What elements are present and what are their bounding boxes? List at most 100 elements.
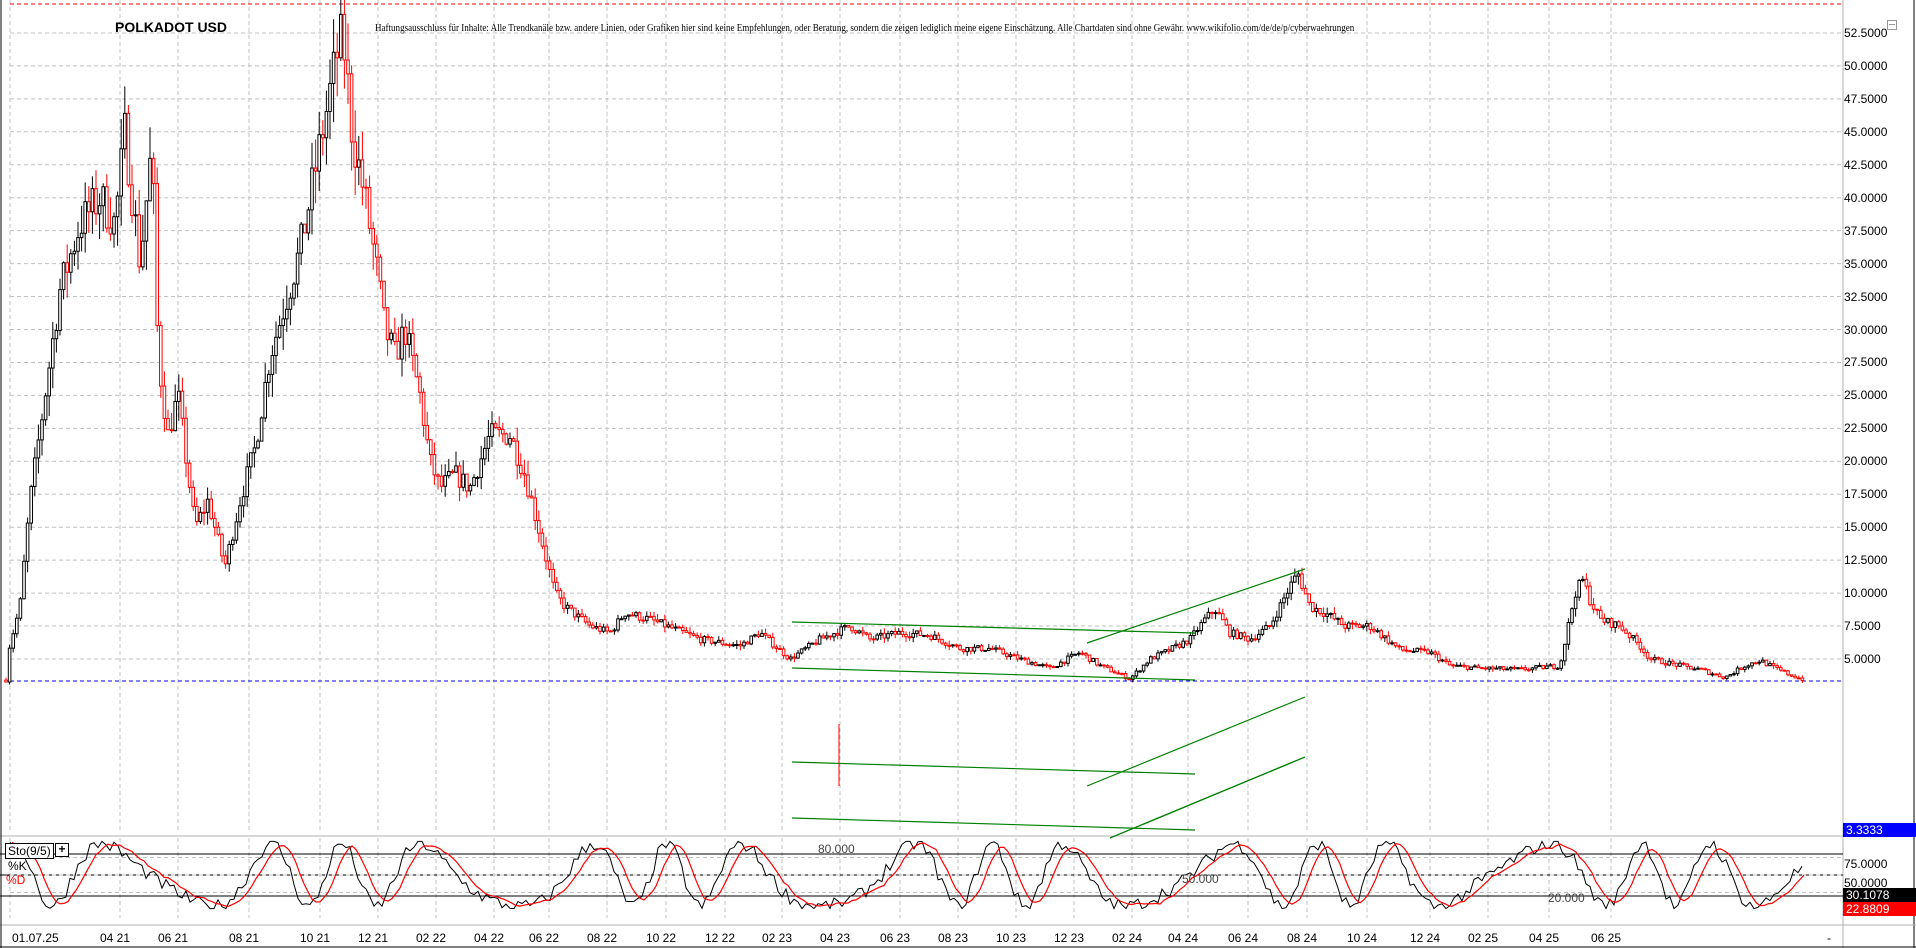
collapse-panel-button[interactable] xyxy=(1887,20,1897,30)
candle-body xyxy=(1023,657,1027,660)
candle-body xyxy=(1145,662,1150,666)
candle-body xyxy=(191,486,195,507)
candle-body xyxy=(1033,662,1038,667)
candle-body xyxy=(1476,665,1481,669)
candle-body xyxy=(1253,638,1258,641)
candle-body xyxy=(1555,667,1560,670)
candle-body xyxy=(216,526,221,535)
candle-body xyxy=(742,641,746,647)
candle-body xyxy=(519,464,523,474)
candle-body xyxy=(241,496,246,507)
candle-body xyxy=(137,214,141,268)
candle-body xyxy=(1494,667,1499,670)
candle-body xyxy=(922,634,926,637)
candle-body xyxy=(814,642,818,645)
candle-body xyxy=(619,618,624,621)
price-axis-label: 42.5000 xyxy=(1844,157,1888,172)
candle-body xyxy=(1109,666,1114,673)
candle-body xyxy=(605,626,610,632)
candle-body xyxy=(342,13,347,61)
candle-body xyxy=(144,200,149,242)
candle-body xyxy=(1134,670,1139,677)
candle-body xyxy=(573,607,577,618)
candle-body xyxy=(205,498,210,513)
time-axis-label: - xyxy=(1827,931,1831,945)
candle-body xyxy=(1559,660,1564,669)
time-axis-label: 12 23 xyxy=(1054,931,1085,945)
candle-body xyxy=(1257,633,1261,640)
candle-body xyxy=(335,51,339,59)
candle-body xyxy=(684,630,689,633)
add-indicator-button[interactable]: + xyxy=(55,843,69,857)
candle-body xyxy=(1264,625,1268,630)
candle-body xyxy=(130,184,134,217)
stochastic-k-line xyxy=(9,840,1803,910)
chart-title: POLKADOT USD xyxy=(115,19,227,35)
candle-body xyxy=(688,631,692,635)
candle-body xyxy=(1156,652,1160,660)
candle-body xyxy=(112,216,116,235)
d-legend: %D xyxy=(6,873,26,887)
candle-body xyxy=(1699,667,1704,670)
candle-body xyxy=(591,624,595,629)
candle-body xyxy=(483,447,487,460)
candle-body xyxy=(1001,648,1006,655)
candle-body xyxy=(346,59,350,75)
candle-body xyxy=(281,318,285,327)
candle-body xyxy=(61,262,66,291)
candle-body xyxy=(159,325,163,387)
candle-body xyxy=(767,634,772,639)
candle-body xyxy=(724,643,728,646)
candle-body xyxy=(565,604,570,609)
candle-body xyxy=(868,633,872,640)
candle-body xyxy=(738,643,743,647)
candle-body xyxy=(634,612,638,617)
candle-body xyxy=(1289,581,1294,594)
candle-body xyxy=(166,417,170,431)
candle-body xyxy=(22,560,26,600)
candle-body xyxy=(594,626,599,629)
price-axis-label: 7.5000 xyxy=(1844,619,1881,634)
candle-body xyxy=(1653,657,1657,661)
candle-body xyxy=(1426,649,1430,655)
stochastic-level-label: 50.000 xyxy=(1182,872,1219,886)
candle-body xyxy=(731,644,736,647)
candle-body xyxy=(151,157,156,185)
candle-body xyxy=(857,630,862,634)
candle-body xyxy=(1321,612,1326,617)
candle-body xyxy=(785,655,790,660)
candle-body xyxy=(1613,621,1618,628)
candle-body xyxy=(781,648,786,657)
candle-body xyxy=(990,647,995,650)
stochastic-indicator-label[interactable]: Sto(9/5) xyxy=(5,843,54,859)
candle-body xyxy=(598,626,602,632)
candle-body xyxy=(1005,653,1009,657)
time-axis-label: 10 23 xyxy=(996,931,1027,945)
candle-body xyxy=(1303,587,1308,595)
candle-body xyxy=(648,615,653,618)
candle-body xyxy=(1393,642,1398,647)
candle-body xyxy=(83,201,88,234)
candle-body xyxy=(1545,665,1549,670)
candle-body xyxy=(1591,604,1596,610)
candle-body xyxy=(803,647,808,650)
time-axis-label: 08 22 xyxy=(587,931,618,945)
candle-body xyxy=(1707,669,1711,675)
candle-body xyxy=(727,644,732,647)
candle-body xyxy=(432,454,437,476)
candle-body xyxy=(385,307,390,341)
candle-body xyxy=(940,638,944,644)
candle-body xyxy=(1617,621,1621,627)
candle-body xyxy=(558,589,563,599)
candle-body xyxy=(1077,652,1081,655)
candle-body xyxy=(339,13,343,59)
candle-body xyxy=(25,522,30,562)
price-axis-label: 30.0000 xyxy=(1844,322,1888,337)
candle-body xyxy=(1620,625,1625,631)
candle-body xyxy=(958,645,962,651)
candle-body xyxy=(1231,629,1236,637)
candle-body xyxy=(839,626,844,636)
price-axis-label: 17.5000 xyxy=(1844,487,1888,502)
candle-body xyxy=(411,333,415,356)
